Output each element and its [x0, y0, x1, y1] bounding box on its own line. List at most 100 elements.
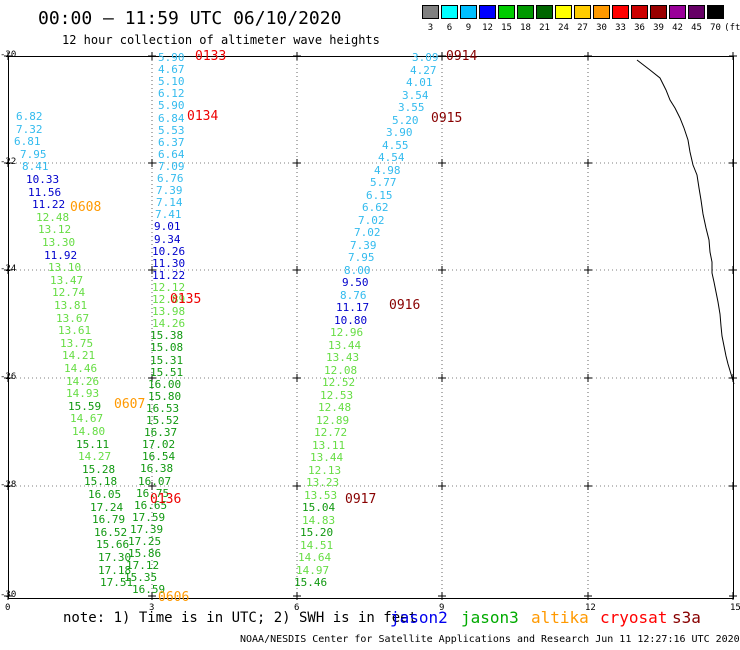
wave-height-value: 13.44 — [328, 338, 362, 352]
wave-height-value: 16.79 — [92, 513, 126, 527]
pass-time-tag: 0608 — [70, 200, 102, 215]
satellite-name: cryosat — [600, 608, 668, 627]
legend-label: 15 — [501, 23, 512, 33]
wave-height-value: 11.30 — [152, 256, 186, 270]
wave-height-value: 13.11 — [312, 438, 346, 452]
wave-height-value: 15.04 — [302, 501, 336, 514]
lon-label: 3 — [149, 603, 155, 613]
legend-label: 6 — [446, 23, 453, 33]
wave-height-value: 17.24 — [90, 500, 124, 514]
legend-label: 36 — [634, 23, 645, 33]
wave-height-value: 14.67 — [70, 412, 104, 426]
wave-height-value: 14.83 — [302, 513, 336, 527]
wave-height-value: 6.82 — [16, 110, 43, 123]
legend-unit: (ft) — [724, 23, 740, 33]
satellite-name: jason3 — [461, 608, 519, 627]
page-subtitle: 12 hour collection of altimeter wave hei… — [62, 33, 380, 47]
legend-label: 30 — [596, 23, 607, 33]
wave-height-value: 7.02 — [354, 226, 381, 239]
legend-swatch — [441, 5, 458, 19]
lat-label: -28 — [0, 480, 17, 490]
wave-height-value: 13.47 — [50, 273, 84, 287]
wave-height-value: 15.46 — [294, 576, 328, 589]
lon-label: 15 — [730, 603, 740, 613]
wave-height-value: 16.53 — [146, 401, 180, 415]
lat-label: -24 — [0, 264, 17, 274]
legend-swatch — [612, 5, 629, 19]
legend-swatch — [593, 5, 610, 19]
legend-label: 18 — [520, 23, 531, 33]
wave-height-value: 7.14 — [156, 196, 183, 210]
wave-height-value: 16.59 — [132, 583, 166, 597]
wave-height-value: 11.92 — [44, 248, 78, 262]
wave-height-value: 12.52 — [322, 376, 356, 389]
pass-time-tag: 0607 — [114, 397, 146, 412]
wave-height-value: 13.67 — [56, 311, 90, 325]
wave-height-value: 10.80 — [334, 313, 368, 327]
lon-label: 12 — [585, 603, 596, 613]
legend-label: 45 — [691, 23, 702, 33]
wave-height-value: 15.51 — [150, 365, 184, 379]
wave-height-value: 13.53 — [304, 488, 338, 502]
wave-height-value: 4.54 — [378, 151, 405, 164]
legend-label: 9 — [465, 23, 472, 33]
wave-height-value: 15.38 — [150, 329, 184, 343]
wave-height-value: 6.15 — [366, 188, 393, 202]
legend-swatch — [707, 5, 724, 19]
pass-time-tag: 0914 — [446, 49, 478, 64]
wave-height-value: 4.67 — [158, 63, 185, 77]
wave-height-value: 4.01 — [406, 76, 433, 89]
pass-time-tag: 0136 — [150, 492, 182, 507]
wave-height-value: 4.27 — [410, 63, 437, 77]
wave-height-value: 14.26 — [152, 317, 186, 331]
legend-label: 21 — [539, 23, 550, 33]
wave-height-value: 7.95 — [20, 147, 47, 161]
wave-height-value: 7.39 — [350, 238, 377, 252]
wave-height-value: 11.22 — [32, 198, 66, 212]
wave-height-value: 10.26 — [152, 244, 186, 258]
wave-height-value: 17.12 — [126, 559, 160, 573]
wave-height-value: 11.17 — [336, 301, 370, 314]
wave-height-value: 10.33 — [26, 173, 60, 186]
wave-height-value: 17.51 — [100, 576, 134, 590]
wave-height-value: 16.38 — [140, 462, 174, 476]
satellite-name: jason2 — [390, 608, 448, 627]
wave-height-value: 5.20 — [392, 113, 419, 127]
wave-height-value: 15.08 — [150, 341, 184, 355]
wave-height-value: 15.18 — [84, 475, 118, 489]
legend-swatch — [460, 5, 477, 19]
legend-swatch — [517, 5, 534, 19]
wave-height-value: 16.37 — [144, 426, 178, 440]
wave-height-value: 3.09 — [412, 51, 439, 64]
wave-height-value: 12.89 — [316, 413, 350, 427]
lon-label: 0 — [5, 603, 11, 613]
wave-height-value: 15.59 — [68, 399, 102, 413]
wave-height-value: 14.27 — [78, 450, 112, 464]
lon-label: 6 — [294, 603, 300, 613]
wave-height-value: 16.65 — [134, 498, 168, 512]
wave-height-value: 14.97 — [296, 563, 330, 577]
legend-label: 70 — [710, 23, 721, 33]
lat-label: -20 — [0, 50, 17, 60]
legend-swatch — [498, 5, 515, 19]
wave-height-value: 16.00 — [148, 377, 182, 391]
wave-height-value: 13.30 — [42, 236, 76, 249]
grid-cross — [4, 52, 12, 60]
pass-time-tag: 0916 — [389, 298, 421, 313]
wave-height-value: 3.90 — [386, 126, 413, 139]
pass-time-tag: 0133 — [195, 49, 227, 64]
map-frame — [8, 56, 734, 599]
wave-height-value: 5.53 — [158, 123, 185, 137]
pass-time-tag: 0134 — [187, 109, 219, 124]
wave-height-value: 7.95 — [348, 251, 375, 264]
wave-height-value: 5.90 — [158, 99, 185, 113]
wave-height-value: 8.00 — [344, 263, 371, 277]
wave-height-value: 7.02 — [358, 213, 385, 227]
lon-label: 9 — [439, 603, 445, 613]
wave-height-value: 14.26 — [66, 374, 100, 388]
wave-height-value: 17.02 — [142, 438, 176, 452]
pass-time-tag: 0135 — [170, 292, 202, 307]
lat-label: -26 — [0, 372, 17, 382]
legend-swatch — [574, 5, 591, 19]
